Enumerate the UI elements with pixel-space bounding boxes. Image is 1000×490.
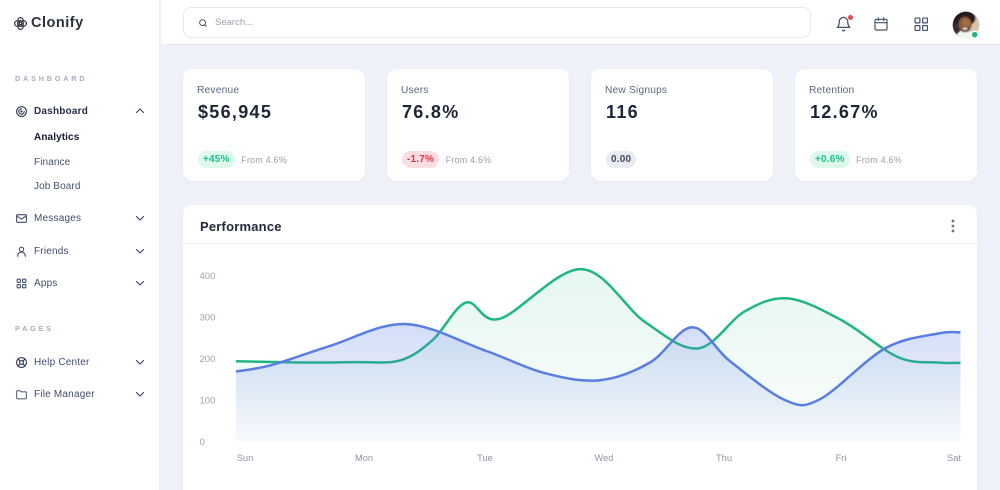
svg-text:Tue: Tue xyxy=(477,453,493,463)
svg-text:200: 200 xyxy=(200,354,216,365)
svg-text:100: 100 xyxy=(200,396,216,407)
svg-text:Wed: Wed xyxy=(595,453,614,463)
svg-text:0: 0 xyxy=(200,437,205,448)
svg-text:Thu: Thu xyxy=(716,453,732,463)
svg-text:Fri: Fri xyxy=(836,453,847,463)
svg-text:Sun: Sun xyxy=(237,453,254,463)
svg-text:400: 400 xyxy=(200,271,216,282)
svg-text:300: 300 xyxy=(200,313,216,324)
svg-text:Sat: Sat xyxy=(947,453,961,463)
svg-text:Mon: Mon xyxy=(355,453,373,463)
